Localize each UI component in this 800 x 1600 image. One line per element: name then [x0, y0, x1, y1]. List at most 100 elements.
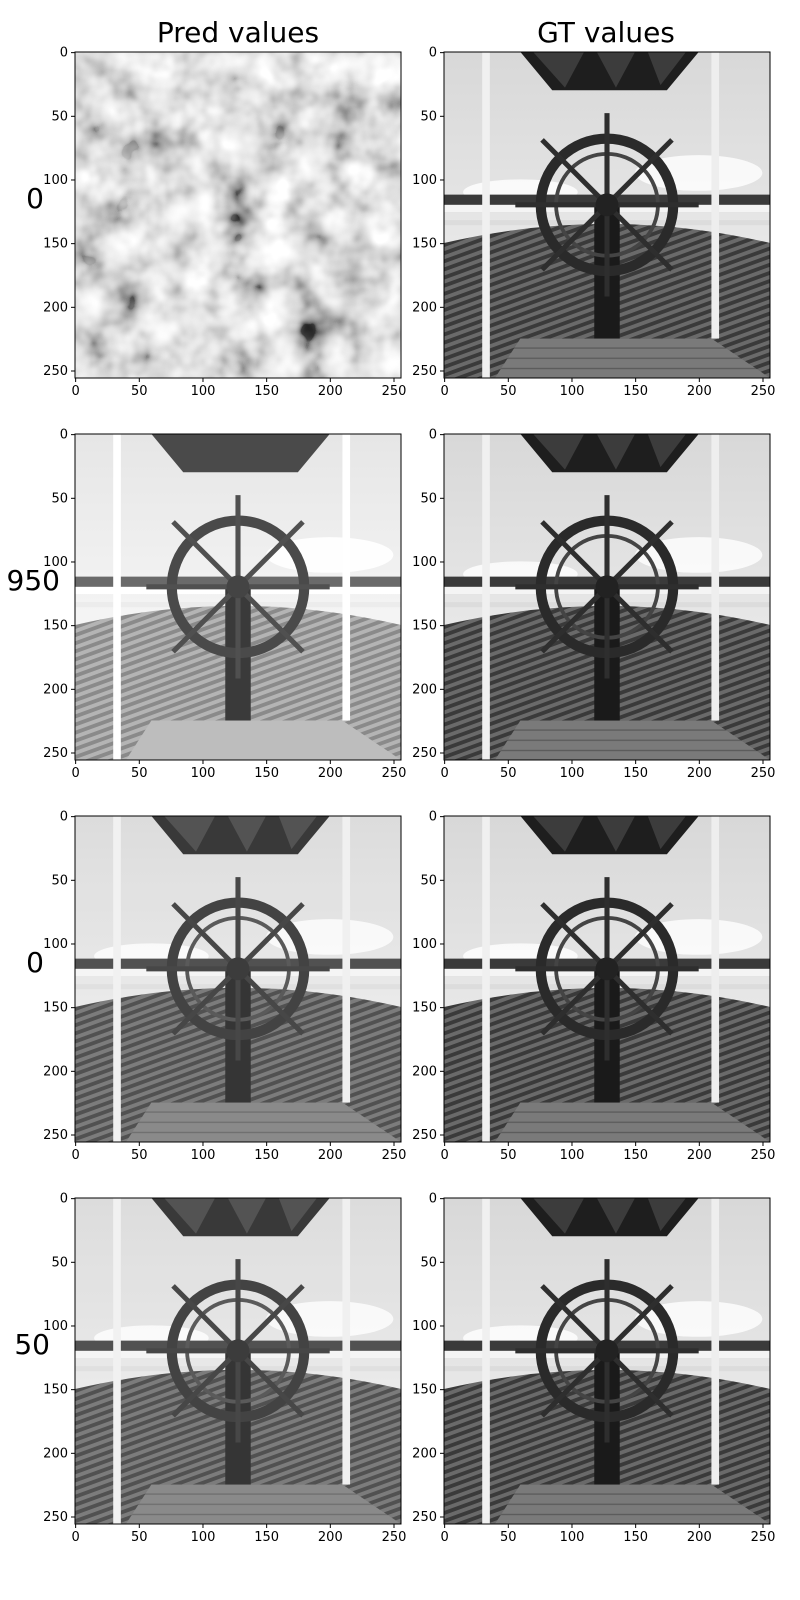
x-tick-label: 150	[623, 384, 648, 399]
ship-wheel-image	[444, 52, 770, 378]
y-tick-label: 0	[429, 428, 437, 443]
x-tick-label: 200	[318, 1530, 343, 1545]
axes-frame	[443, 1197, 771, 1525]
y-tick-label: 250	[43, 1128, 68, 1143]
x-tick-label: 200	[687, 1530, 712, 1545]
x-tick-label: 100	[560, 1530, 585, 1545]
x-tick-label: 100	[560, 1148, 585, 1163]
column-title-gt: GT values	[537, 16, 675, 49]
y-tick-label: 200	[43, 1446, 68, 1461]
x-tick-label: 150	[254, 766, 279, 781]
ship-wheel-image	[75, 434, 401, 760]
x-tick-label: 100	[191, 384, 216, 399]
y-tick-label: 150	[412, 237, 437, 252]
x-tick-label: 100	[560, 766, 585, 781]
x-tick-label: 0	[71, 766, 79, 781]
y-tick-label: 0	[429, 810, 437, 825]
x-tick-label: 200	[687, 1148, 712, 1163]
y-tick-label: 0	[60, 46, 68, 61]
y-tick-label: 100	[43, 937, 68, 952]
x-tick-label: 0	[440, 766, 448, 781]
y-tick-label: 0	[429, 46, 437, 61]
y-tick-label: 50	[51, 873, 68, 888]
x-tick-label: 250	[382, 384, 407, 399]
y-tick-label: 150	[412, 1001, 437, 1016]
y-tick-label: 100	[412, 555, 437, 570]
x-tick-label: 250	[751, 1530, 776, 1545]
x-tick-label: 50	[131, 1148, 148, 1163]
axes-frame	[74, 1197, 402, 1525]
y-tick-label: 200	[412, 1446, 437, 1461]
x-tick-label: 150	[623, 1530, 648, 1545]
x-tick-label: 200	[687, 766, 712, 781]
y-tick-label: 100	[412, 937, 437, 952]
x-tick-label: 200	[318, 384, 343, 399]
column-title-pred: Pred values	[157, 16, 319, 49]
y-tick-label: 100	[43, 555, 68, 570]
y-tick-label: 100	[412, 173, 437, 188]
x-tick-label: 50	[500, 766, 517, 781]
ship-wheel-image	[444, 434, 770, 760]
axes-frame	[74, 433, 402, 761]
y-tick-label: 50	[51, 109, 68, 124]
ship-wheel-image	[444, 816, 770, 1142]
x-tick-label: 50	[131, 766, 148, 781]
y-tick-label: 50	[420, 1255, 437, 1270]
x-tick-label: 250	[751, 766, 776, 781]
x-tick-label: 0	[440, 1148, 448, 1163]
y-tick-label: 50	[420, 873, 437, 888]
x-tick-label: 50	[500, 1148, 517, 1163]
x-tick-label: 150	[623, 766, 648, 781]
x-tick-label: 150	[623, 1148, 648, 1163]
noise-image	[75, 52, 401, 378]
y-tick-label: 250	[412, 364, 437, 379]
x-tick-label: 250	[382, 1530, 407, 1545]
x-tick-label: 50	[500, 1530, 517, 1545]
y-tick-label: 0	[60, 1192, 68, 1207]
y-tick-label: 50	[51, 491, 68, 506]
axes-frame	[443, 51, 771, 379]
y-tick-label: 150	[43, 1383, 68, 1398]
y-tick-label: 0	[429, 1192, 437, 1207]
x-tick-label: 50	[131, 1530, 148, 1545]
axes-frame	[74, 815, 402, 1143]
x-tick-label: 100	[191, 1530, 216, 1545]
y-tick-label: 200	[43, 300, 68, 315]
x-tick-label: 250	[751, 384, 776, 399]
x-tick-label: 100	[191, 766, 216, 781]
axes-frame	[74, 51, 402, 379]
y-tick-label: 150	[43, 1001, 68, 1016]
y-tick-label: 200	[412, 682, 437, 697]
x-tick-label: 250	[382, 1148, 407, 1163]
axes-frame	[443, 433, 771, 761]
x-tick-label: 200	[318, 766, 343, 781]
x-tick-label: 0	[71, 384, 79, 399]
x-tick-label: 200	[318, 1148, 343, 1163]
axes-frame	[443, 815, 771, 1143]
y-tick-label: 200	[43, 682, 68, 697]
y-tick-label: 0	[60, 810, 68, 825]
y-tick-label: 150	[43, 237, 68, 252]
y-tick-label: 200	[412, 1064, 437, 1079]
y-tick-label: 150	[43, 619, 68, 634]
y-tick-label: 50	[420, 109, 437, 124]
row-label-1: 0	[26, 182, 44, 215]
row-label-3: 0	[26, 946, 44, 979]
y-tick-label: 200	[412, 300, 437, 315]
y-tick-label: 50	[420, 491, 437, 506]
y-tick-label: 50	[51, 1255, 68, 1270]
ship-wheel-image	[444, 1198, 770, 1524]
x-tick-label: 150	[254, 384, 279, 399]
row-label-2: 950	[7, 564, 60, 597]
y-tick-label: 250	[43, 746, 68, 761]
x-tick-label: 100	[560, 384, 585, 399]
